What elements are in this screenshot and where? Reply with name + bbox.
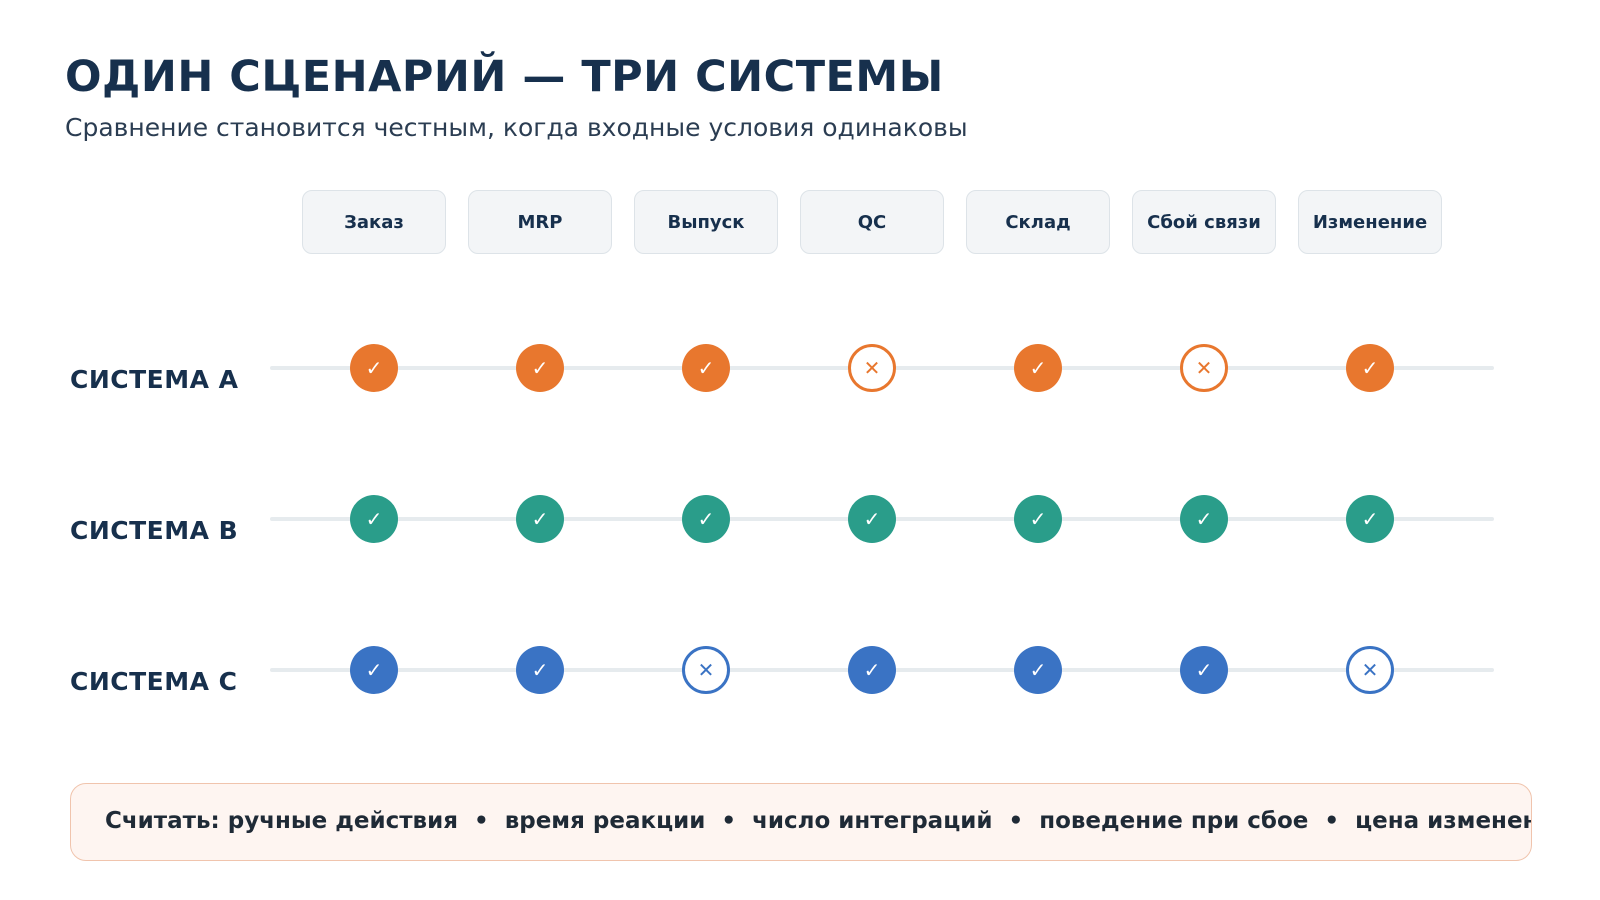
stage-header: Заказ: [302, 190, 446, 254]
stage-header: Сбой связи: [1132, 190, 1276, 254]
stage-header: MRP: [468, 190, 612, 254]
check-icon: ✓: [848, 646, 896, 694]
check-icon: ✓: [1014, 646, 1062, 694]
stage-header: QC: [800, 190, 944, 254]
metrics-list: Считать: ручные действия • время реакции • ч…: [105, 808, 1531, 834]
check-icon: ✓: [516, 344, 564, 392]
metrics-prefix: Считать:: [105, 808, 220, 834]
system-label: СИСТЕМА B: [70, 516, 239, 545]
cross-icon: ✕: [848, 344, 896, 392]
stage-header: Склад: [966, 190, 1110, 254]
check-icon: ✓: [350, 495, 398, 543]
check-icon: ✓: [682, 344, 730, 392]
check-icon: ✓: [848, 495, 896, 543]
check-icon: ✓: [682, 495, 730, 543]
check-icon: ✓: [350, 646, 398, 694]
metrics-footer: Считать: ручные действия • время реакции • ч…: [70, 783, 1532, 861]
metric-item: поведение при сбое: [1039, 808, 1309, 834]
metric-item: время реакции: [504, 808, 706, 834]
page-title: ОДИН СЦЕНАРИЙ — ТРИ СИСТЕМЫ: [65, 52, 944, 102]
cross-icon: ✕: [1346, 646, 1394, 694]
check-icon: ✓: [350, 344, 398, 392]
metric-item: ручные действия: [227, 808, 458, 834]
cross-icon: ✕: [682, 646, 730, 694]
system-label: СИСТЕМА A: [70, 365, 239, 394]
check-icon: ✓: [1180, 495, 1228, 543]
check-icon: ✓: [1014, 495, 1062, 543]
stage-header: Изменение: [1298, 190, 1442, 254]
metric-item: число интеграций: [752, 808, 993, 834]
cross-icon: ✕: [1180, 344, 1228, 392]
page-subtitle: Сравнение становится честным, когда вход…: [65, 113, 968, 142]
stage-header: Выпуск: [634, 190, 778, 254]
bullet-separator: •: [1008, 808, 1024, 834]
check-icon: ✓: [516, 495, 564, 543]
bullet-separator: •: [721, 808, 737, 834]
check-icon: ✓: [1346, 344, 1394, 392]
check-icon: ✓: [1346, 495, 1394, 543]
bullet-separator: •: [473, 808, 489, 834]
system-label: СИСТЕМА C: [70, 667, 238, 696]
metric-item: цена изменения: [1355, 808, 1531, 834]
check-icon: ✓: [516, 646, 564, 694]
bullet-separator: •: [1324, 808, 1340, 834]
check-icon: ✓: [1014, 344, 1062, 392]
check-icon: ✓: [1180, 646, 1228, 694]
